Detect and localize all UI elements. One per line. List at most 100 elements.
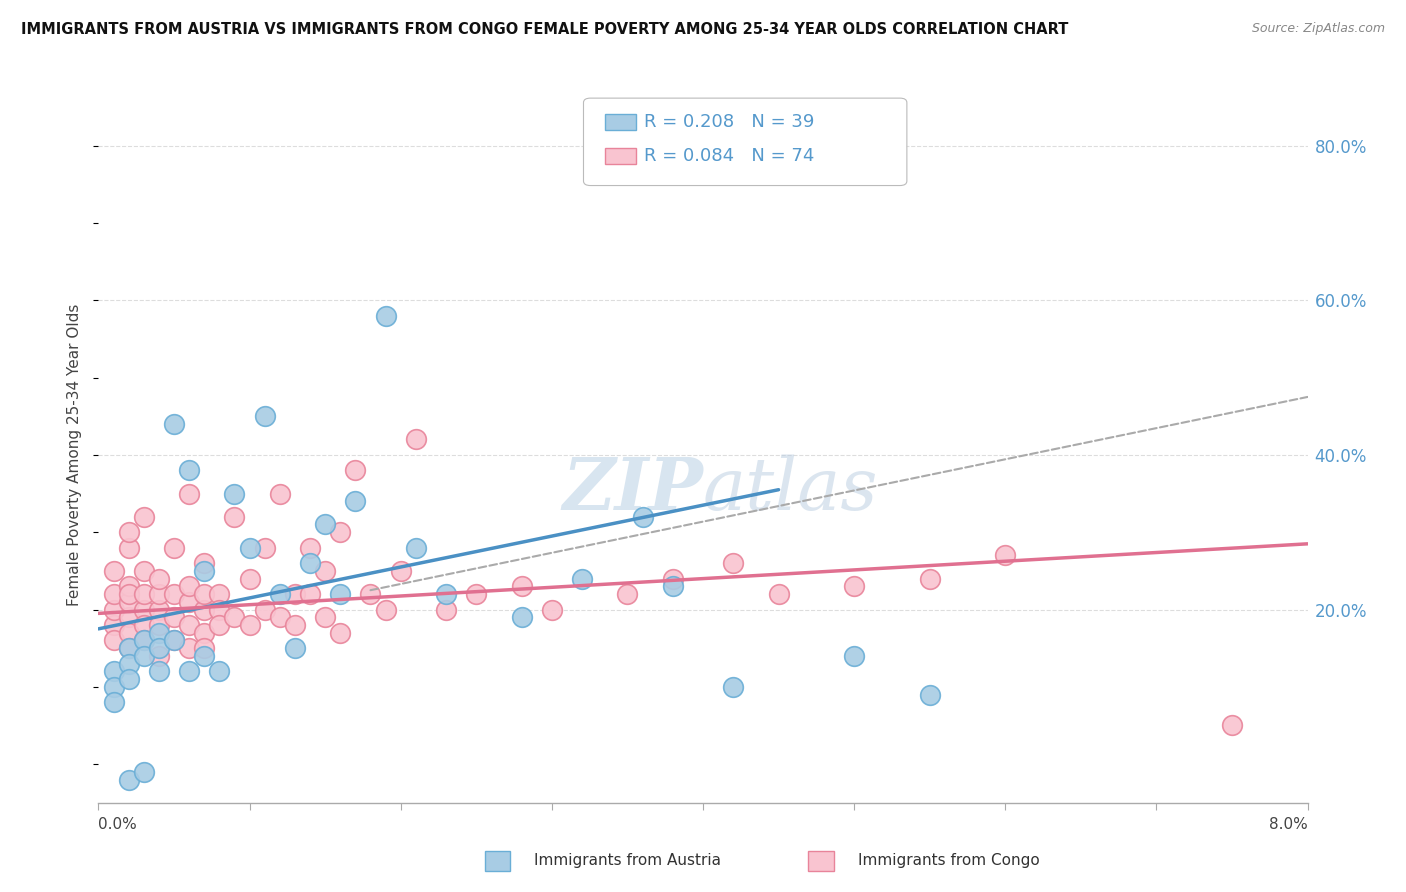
Point bbox=[132, 618, 155, 632]
Point bbox=[239, 572, 262, 586]
Point bbox=[541, 602, 564, 616]
Point bbox=[329, 625, 352, 640]
Point bbox=[193, 587, 215, 601]
Point bbox=[662, 579, 685, 593]
Point bbox=[179, 595, 201, 609]
Point bbox=[193, 648, 215, 663]
Point bbox=[118, 525, 141, 540]
Point bbox=[1220, 718, 1243, 732]
Point bbox=[571, 572, 593, 586]
Text: IMMIGRANTS FROM AUSTRIA VS IMMIGRANTS FROM CONGO FEMALE POVERTY AMONG 25-34 YEAR: IMMIGRANTS FROM AUSTRIA VS IMMIGRANTS FR… bbox=[21, 22, 1069, 37]
Point bbox=[918, 688, 941, 702]
Point bbox=[103, 665, 125, 679]
Point bbox=[269, 610, 291, 624]
Point bbox=[314, 564, 336, 578]
Point bbox=[662, 572, 685, 586]
Point bbox=[768, 587, 790, 601]
Point bbox=[118, 641, 141, 656]
Point bbox=[163, 610, 186, 624]
Y-axis label: Female Poverty Among 25-34 Year Olds: Female Poverty Among 25-34 Year Olds bbox=[67, 304, 83, 606]
Point bbox=[405, 433, 427, 447]
Point bbox=[118, 657, 141, 671]
Point bbox=[374, 309, 396, 323]
Point bbox=[132, 602, 155, 616]
Point bbox=[179, 618, 201, 632]
Point bbox=[434, 587, 457, 601]
Point bbox=[118, 579, 141, 593]
Point bbox=[253, 602, 276, 616]
Point bbox=[224, 486, 246, 500]
Point bbox=[329, 587, 352, 601]
Point bbox=[103, 564, 125, 578]
Point bbox=[208, 602, 231, 616]
Point bbox=[465, 587, 488, 601]
Point bbox=[239, 618, 262, 632]
Point bbox=[118, 541, 141, 555]
Point bbox=[284, 618, 307, 632]
Point bbox=[224, 509, 246, 524]
Text: 8.0%: 8.0% bbox=[1268, 817, 1308, 831]
Point bbox=[344, 494, 367, 508]
Point bbox=[510, 579, 533, 593]
Text: ZIP: ZIP bbox=[562, 454, 703, 525]
Point bbox=[132, 764, 155, 779]
Point bbox=[844, 579, 866, 593]
Point bbox=[208, 618, 231, 632]
Point bbox=[344, 463, 367, 477]
Point bbox=[103, 695, 125, 709]
Point bbox=[163, 417, 186, 431]
Point bbox=[148, 625, 170, 640]
Point bbox=[118, 610, 141, 624]
Point bbox=[314, 610, 336, 624]
Point bbox=[148, 618, 170, 632]
Point bbox=[103, 633, 125, 648]
Point bbox=[132, 509, 155, 524]
Point bbox=[179, 665, 201, 679]
Point bbox=[132, 633, 155, 648]
Point bbox=[269, 486, 291, 500]
Point bbox=[284, 587, 307, 601]
Point bbox=[360, 587, 382, 601]
Point bbox=[103, 680, 125, 694]
Point bbox=[994, 549, 1017, 563]
Point bbox=[389, 564, 412, 578]
Point bbox=[329, 525, 352, 540]
Point bbox=[148, 641, 170, 656]
Text: R = 0.208   N = 39: R = 0.208 N = 39 bbox=[644, 113, 814, 131]
Point bbox=[132, 587, 155, 601]
Point bbox=[148, 602, 170, 616]
Point bbox=[118, 625, 141, 640]
Point bbox=[723, 556, 745, 570]
Point bbox=[208, 665, 231, 679]
Point bbox=[103, 602, 125, 616]
Point bbox=[193, 564, 215, 578]
Point bbox=[163, 633, 186, 648]
Point bbox=[163, 587, 186, 601]
Point bbox=[179, 579, 201, 593]
Point bbox=[148, 572, 170, 586]
Point bbox=[163, 541, 186, 555]
Text: Source: ZipAtlas.com: Source: ZipAtlas.com bbox=[1251, 22, 1385, 36]
Point bbox=[299, 556, 322, 570]
Point bbox=[132, 564, 155, 578]
Point bbox=[132, 633, 155, 648]
Point bbox=[269, 587, 291, 601]
Point bbox=[118, 595, 141, 609]
Point bbox=[118, 672, 141, 686]
Text: Immigrants from Austria: Immigrants from Austria bbox=[534, 854, 721, 868]
Point bbox=[118, 587, 141, 601]
Point bbox=[631, 509, 654, 524]
Point bbox=[179, 641, 201, 656]
Text: Immigrants from Congo: Immigrants from Congo bbox=[858, 854, 1039, 868]
Point bbox=[224, 610, 246, 624]
Point bbox=[208, 587, 231, 601]
Point bbox=[253, 409, 276, 424]
Text: R = 0.084   N = 74: R = 0.084 N = 74 bbox=[644, 147, 814, 165]
Point bbox=[148, 648, 170, 663]
Point bbox=[179, 486, 201, 500]
Text: atlas: atlas bbox=[703, 454, 879, 525]
Point bbox=[148, 665, 170, 679]
Point bbox=[103, 587, 125, 601]
Point bbox=[193, 556, 215, 570]
Point bbox=[299, 587, 322, 601]
